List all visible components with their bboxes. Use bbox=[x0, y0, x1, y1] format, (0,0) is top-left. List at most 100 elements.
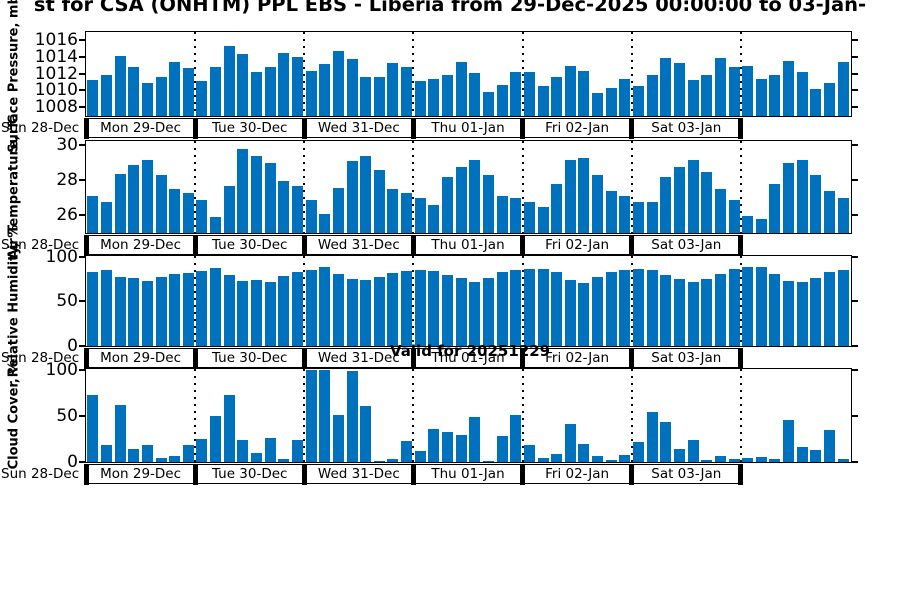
bar bbox=[523, 201, 535, 233]
bar bbox=[701, 460, 713, 462]
day-boundary-dotted-line bbox=[521, 256, 524, 346]
bar bbox=[373, 77, 385, 116]
day-boundary-mark bbox=[520, 118, 526, 139]
y-tick-mark bbox=[852, 414, 858, 417]
bar bbox=[251, 72, 263, 116]
bar bbox=[523, 71, 535, 116]
day-boundary-dotted-line bbox=[412, 369, 415, 462]
bar bbox=[100, 74, 112, 116]
bar bbox=[169, 61, 181, 116]
bar bbox=[646, 74, 658, 116]
bar bbox=[810, 175, 822, 233]
bar bbox=[646, 201, 658, 233]
y-tick-mark bbox=[852, 144, 858, 146]
bar bbox=[687, 439, 699, 462]
bar bbox=[264, 281, 276, 346]
bar bbox=[210, 267, 222, 346]
bar bbox=[414, 450, 426, 462]
day-boundary-mark bbox=[410, 348, 416, 369]
bar bbox=[701, 171, 713, 233]
bar bbox=[742, 215, 754, 233]
day-label-row: Mon 29-Dec Tue 30-Dec Wed 31-Dec Thu 01-Jan… bbox=[83, 348, 744, 369]
bar bbox=[796, 447, 808, 462]
bar bbox=[442, 74, 454, 116]
day-boundary-dotted-line bbox=[412, 141, 415, 233]
bar bbox=[824, 83, 836, 116]
bar bbox=[769, 273, 781, 346]
bar bbox=[360, 405, 372, 462]
bar bbox=[237, 439, 249, 462]
bar bbox=[169, 455, 181, 462]
bar bbox=[442, 431, 454, 462]
day-boundary-mark bbox=[83, 464, 89, 485]
day-label-box: Tue 30-Dec bbox=[211, 237, 288, 253]
bar bbox=[537, 206, 549, 233]
bar bbox=[482, 461, 494, 462]
y-tick-label: 1016 bbox=[34, 30, 78, 51]
y-tick-label: 100 bbox=[45, 359, 78, 380]
bar bbox=[605, 191, 617, 233]
y-tick-label: 0 bbox=[67, 451, 78, 472]
bar bbox=[714, 58, 726, 116]
bar bbox=[305, 70, 317, 116]
bar bbox=[755, 219, 767, 233]
day-label-box: Thu 01-Jan bbox=[431, 350, 505, 366]
y-tick-label: 1012 bbox=[34, 63, 78, 84]
bar bbox=[523, 268, 535, 346]
bar bbox=[237, 149, 249, 233]
day-label-row: Mon 29-Dec Tue 30-Dec Wed 31-Dec Thu 01-Jan… bbox=[83, 118, 744, 139]
bar bbox=[510, 198, 522, 233]
y-tick-mark bbox=[79, 89, 85, 92]
y-tick-mark bbox=[852, 106, 858, 109]
bar bbox=[619, 79, 631, 116]
y-tick-mark bbox=[79, 72, 85, 75]
day-boundary-mark bbox=[738, 348, 744, 369]
day-boundary-dotted-line bbox=[303, 141, 306, 233]
panel-surface-pressure bbox=[85, 31, 852, 117]
bar bbox=[714, 273, 726, 346]
day-boundary-mark bbox=[83, 235, 89, 256]
bar bbox=[128, 449, 140, 462]
bar bbox=[401, 271, 413, 346]
y-tick-label: 1014 bbox=[34, 46, 78, 67]
bar bbox=[319, 266, 331, 346]
day-boundary-dotted-line bbox=[303, 369, 306, 462]
day-label-box: Mon 29-Dec bbox=[100, 237, 182, 253]
bar bbox=[701, 74, 713, 116]
bar bbox=[100, 201, 112, 233]
bar bbox=[783, 60, 795, 116]
bar bbox=[755, 457, 767, 462]
y-tick-mark bbox=[79, 214, 85, 216]
bar bbox=[169, 189, 181, 233]
bar bbox=[401, 192, 413, 233]
bar bbox=[824, 429, 836, 462]
bar bbox=[278, 180, 290, 233]
bar bbox=[141, 281, 153, 346]
bar bbox=[469, 73, 481, 116]
day-label-box: Wed 31-Dec bbox=[317, 120, 400, 136]
bar bbox=[305, 199, 317, 233]
day-boundary-dotted-line bbox=[630, 369, 633, 462]
bar bbox=[660, 58, 672, 116]
bar bbox=[373, 170, 385, 233]
bar bbox=[728, 199, 740, 233]
bar bbox=[551, 272, 563, 346]
bar bbox=[401, 66, 413, 116]
bar bbox=[87, 272, 99, 346]
day-boundary-mark bbox=[301, 348, 307, 369]
y-tick-mark bbox=[79, 106, 85, 109]
bar bbox=[714, 456, 726, 462]
bar bbox=[442, 177, 454, 233]
bar bbox=[87, 394, 99, 462]
y-tick-mark bbox=[852, 460, 858, 463]
day-boundary-dotted-line bbox=[194, 32, 197, 116]
bar bbox=[414, 80, 426, 116]
bar bbox=[182, 444, 194, 462]
day-boundary-mark bbox=[738, 464, 744, 485]
bar bbox=[673, 166, 685, 233]
bar bbox=[428, 205, 440, 233]
bar bbox=[305, 270, 317, 346]
day-label-row: Mon 29-Dec Tue 30-Dec Wed 31-Dec Thu 01-Jan… bbox=[83, 235, 744, 256]
bar bbox=[264, 67, 276, 116]
bar bbox=[114, 277, 126, 346]
